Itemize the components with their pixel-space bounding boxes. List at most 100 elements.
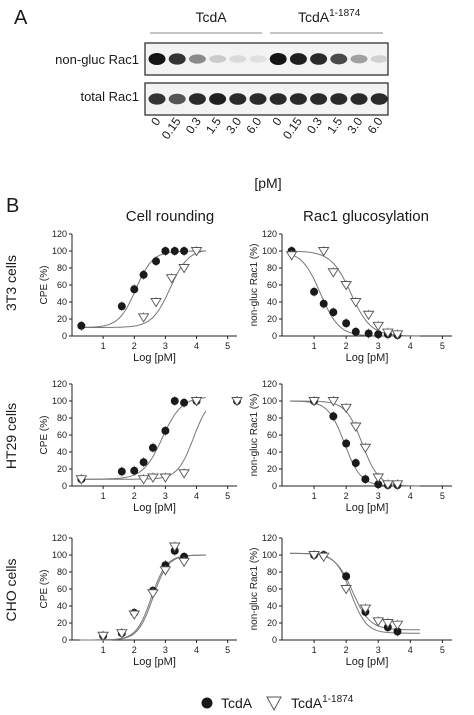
blot-band [289, 93, 307, 105]
fit-curve-2 [79, 554, 206, 641]
y-tick-label: 20 [57, 314, 67, 324]
x-axis-label: Log [pM] [133, 656, 176, 668]
x-tick-label: 2 [132, 491, 137, 501]
data-point-tcda [319, 299, 328, 308]
data-point-tcda [77, 321, 86, 330]
blot-band [209, 93, 227, 105]
legend-label-tcda-1874: TcdA1-1874 [291, 694, 354, 711]
blot-lane-label: 1.5 [203, 114, 224, 136]
y-axis-label: non-gluc Rac1 (%) [249, 394, 260, 477]
chart-6: 0 20 40 60 80 100 120 1 2 3 4 5 Log [pM] non-gluc Rac… [249, 533, 452, 668]
fit-curve-1 [290, 400, 420, 487]
blot-band [229, 55, 247, 63]
data-point-tcda [170, 247, 179, 255]
data-point-tcda [180, 398, 189, 407]
legend-label-tcda: TcdA [221, 695, 253, 711]
data-point-tcda [329, 412, 338, 421]
data-point-tcda-1874 [178, 469, 190, 479]
data-point-tcda-1874 [147, 473, 159, 483]
y-tick-label: 80 [57, 413, 67, 423]
data-point-tcda-1874 [178, 557, 190, 568]
blot-band [350, 93, 368, 105]
data-point-tcda [342, 439, 351, 448]
y-tick-label: 40 [57, 601, 67, 611]
x-tick-label: 3 [376, 341, 381, 351]
y-tick-label: 20 [267, 618, 277, 628]
data-point-tcda-1874 [327, 268, 340, 278]
data-point-tcda-1874 [115, 629, 128, 639]
y-tick-label: 40 [267, 601, 277, 611]
y-tick-label: 80 [267, 567, 277, 577]
y-tick-label: 60 [57, 280, 67, 290]
data-point-tcda-1874 [382, 480, 394, 490]
data-point-tcda-1874 [391, 330, 404, 340]
x-axis-label: Log [pM] [346, 502, 389, 514]
data-point-tcda [329, 308, 338, 317]
x-axis-label: Log [pM] [133, 352, 176, 364]
x-tick-label: 2 [344, 645, 349, 655]
y-tick-label: 0 [62, 481, 67, 491]
data-point-tcda-1874 [349, 422, 362, 432]
blot-band [370, 55, 388, 63]
data-point-tcda [130, 285, 139, 294]
blot-lane-label: 0 [269, 114, 284, 128]
data-point-tcda [361, 475, 370, 484]
blot-row-label-2: total Rac1 [80, 89, 139, 104]
data-point-tcda-1874 [340, 281, 352, 291]
y-tick-label: 20 [267, 464, 277, 474]
data-point-tcda [342, 572, 351, 581]
y-tick-label: 120 [52, 379, 67, 389]
y-tick-label: 100 [262, 246, 277, 256]
data-point-tcda-1874 [97, 631, 109, 642]
y-tick-label: 40 [57, 447, 67, 457]
column-title-rac1-glucosylation: Rac1 glucosylation [303, 208, 429, 225]
y-tick-label: 80 [267, 263, 277, 273]
x-tick-label: 1 [312, 491, 317, 501]
fit-curve-1 [289, 253, 420, 337]
blot-lane-label: 0.3 [183, 114, 204, 136]
data-point-tcda [393, 627, 402, 636]
x-tick-label: 1 [312, 645, 317, 655]
data-point-tcda-1874 [308, 551, 320, 561]
data-point-tcda-1874 [372, 321, 385, 332]
blot-band [330, 93, 348, 105]
blot-lane-label: 3.0 [223, 114, 244, 136]
panel-label-b: B [6, 195, 19, 217]
blot-lane-label: 3.0 [344, 114, 365, 136]
x-tick-label: 1 [101, 491, 106, 501]
y-tick-label: 80 [57, 567, 67, 577]
data-point-tcda-1874 [382, 328, 394, 338]
blot-group-label-2: TcdA1-1874 [298, 8, 361, 25]
y-tick-label: 0 [272, 331, 277, 341]
blot-band [370, 93, 388, 105]
x-tick-label: 4 [194, 341, 199, 351]
x-tick-label: 3 [163, 645, 168, 655]
data-point-tcda-1874 [137, 313, 150, 323]
data-point-tcda [117, 302, 126, 311]
blot-band [188, 54, 206, 64]
fit-curve-2 [290, 400, 420, 487]
y-axis-label: CPE (%) [39, 570, 50, 609]
chart-1: 0 20 40 60 80 100 120 1 2 3 4 5 Log [pM] CPE (%) [39, 229, 237, 364]
x-tick-label: 4 [408, 645, 413, 655]
data-point-tcda [310, 287, 319, 296]
y-tick-label: 60 [57, 430, 67, 440]
blot-lane-label: 0.3 [304, 114, 325, 136]
blot-band [310, 53, 328, 65]
row-title-cho: CHO cells [3, 558, 19, 621]
blot-lane-label: 0.15 [280, 114, 305, 141]
blot-lane-label: 6.0 [243, 114, 264, 136]
y-tick-label: 120 [52, 533, 67, 543]
y-tick-label: 120 [262, 379, 277, 389]
x-axis-label: Log [pM] [346, 352, 389, 364]
x-tick-label: 2 [132, 645, 137, 655]
x-tick-label: 3 [163, 491, 168, 501]
x-tick-label: 1 [101, 341, 106, 351]
x-tick-label: 2 [132, 341, 137, 351]
data-point-tcda-1874 [159, 566, 172, 576]
blot-lane-label: 0.15 [159, 114, 184, 141]
y-tick-label: 80 [57, 263, 67, 273]
data-point-tcda [374, 480, 383, 489]
data-point-tcda-1874 [372, 473, 385, 483]
